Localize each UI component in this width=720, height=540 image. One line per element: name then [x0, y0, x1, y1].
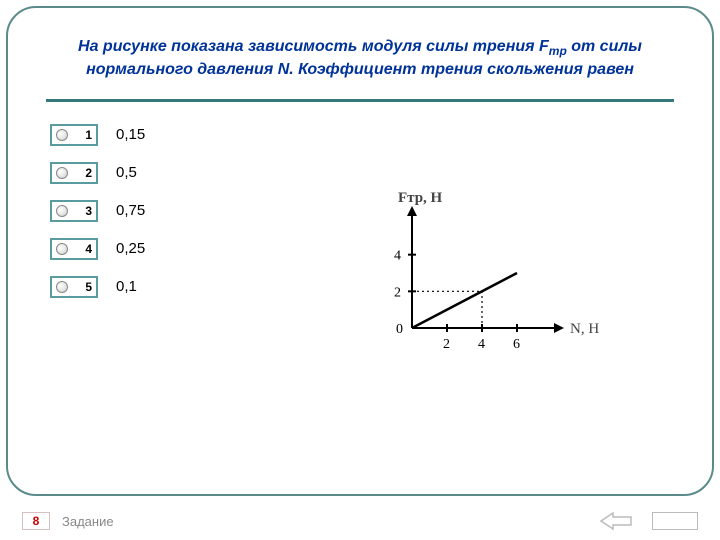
option-label: 0,25 [116, 240, 145, 257]
chart-svg: Fтр, Н N, Н 0 2 4 2 4 6 [362, 178, 632, 368]
nav-back-button[interactable] [596, 510, 636, 532]
radio-icon [56, 129, 68, 141]
back-arrow-icon [599, 511, 633, 531]
radio-icon [56, 243, 68, 255]
question-title: На рисунке показана зависимость модуля с… [46, 36, 674, 81]
svg-text:6: 6 [513, 337, 520, 352]
svg-text:2: 2 [443, 337, 450, 352]
divider [46, 99, 674, 102]
svg-text:4: 4 [478, 337, 485, 352]
svg-text:Fтр, Н: Fтр, Н [398, 190, 443, 206]
option-button-4[interactable]: 4 [50, 238, 98, 260]
radio-icon [56, 281, 68, 293]
footer-bar: 8 Задание [0, 502, 720, 540]
option-label: 0,75 [116, 202, 145, 219]
option-number: 4 [85, 242, 92, 256]
friction-chart: Fтр, Н N, Н 0 2 4 2 4 6 [362, 178, 632, 368]
option-label: 0,5 [116, 164, 137, 181]
option-button-3[interactable]: 3 [50, 200, 98, 222]
task-label: Задание [62, 514, 114, 529]
radio-icon [56, 205, 68, 217]
svg-text:0: 0 [396, 322, 403, 337]
option-label: 0,15 [116, 126, 145, 143]
footer-right [596, 510, 698, 532]
option-number: 2 [85, 166, 92, 180]
svg-text:N, Н: N, Н [570, 321, 599, 337]
option-number: 3 [85, 204, 92, 218]
option-button-5[interactable]: 5 [50, 276, 98, 298]
svg-text:2: 2 [394, 285, 401, 300]
task-number-badge: 8 [22, 512, 50, 530]
radio-icon [56, 167, 68, 179]
option-number: 1 [85, 128, 92, 142]
option-number: 5 [85, 280, 92, 294]
result-box[interactable] [652, 512, 698, 530]
option-row: 1 0,15 [50, 124, 674, 146]
option-label: 0,1 [116, 278, 137, 295]
svg-text:4: 4 [394, 249, 401, 264]
option-button-2[interactable]: 2 [50, 162, 98, 184]
slide-frame: На рисунке показана зависимость модуля с… [6, 6, 714, 496]
option-button-1[interactable]: 1 [50, 124, 98, 146]
